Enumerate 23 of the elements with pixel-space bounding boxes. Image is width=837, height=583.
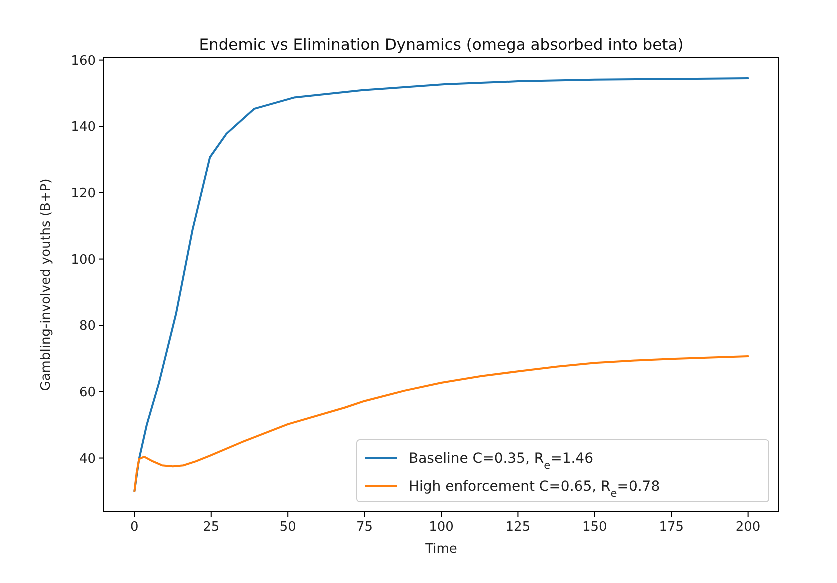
y-tick-label: 40	[79, 452, 96, 467]
legend-label: High enforcement C=0.65, R$_{e}$=0.78	[409, 479, 660, 500]
chart-title: Endemic vs Elimination Dynamics (omega absorbed into beta)	[199, 36, 684, 54]
x-tick-label: 150	[582, 520, 608, 535]
line-series	[134, 78, 750, 492]
x-tick-label: 75	[356, 520, 374, 535]
y-tick-label: 140	[71, 120, 96, 136]
x-tick-label: 200	[736, 520, 761, 535]
y-axis-title: Gambling-involved youths (B+P)	[39, 178, 54, 392]
line-series	[134, 355, 750, 492]
y-tick-label: 160	[71, 54, 96, 69]
x-tick-label: 100	[429, 520, 454, 535]
x-tick-label: 50	[280, 520, 296, 535]
y-tick-label: 100	[71, 252, 96, 268]
x-axis-title: Time	[424, 542, 458, 557]
y-tick-label: 60	[79, 385, 96, 400]
legend-label: Baseline C=0.35, R$_{e}$=1.46	[409, 451, 594, 472]
x-tick-label: 0	[130, 520, 139, 535]
y-tick-label: 120	[71, 186, 96, 202]
x-tick-label: 125	[506, 520, 531, 535]
x-tick-label: 25	[203, 520, 220, 535]
y-tick-label: 80	[79, 319, 96, 334]
x-tick-label: 175	[659, 520, 684, 535]
